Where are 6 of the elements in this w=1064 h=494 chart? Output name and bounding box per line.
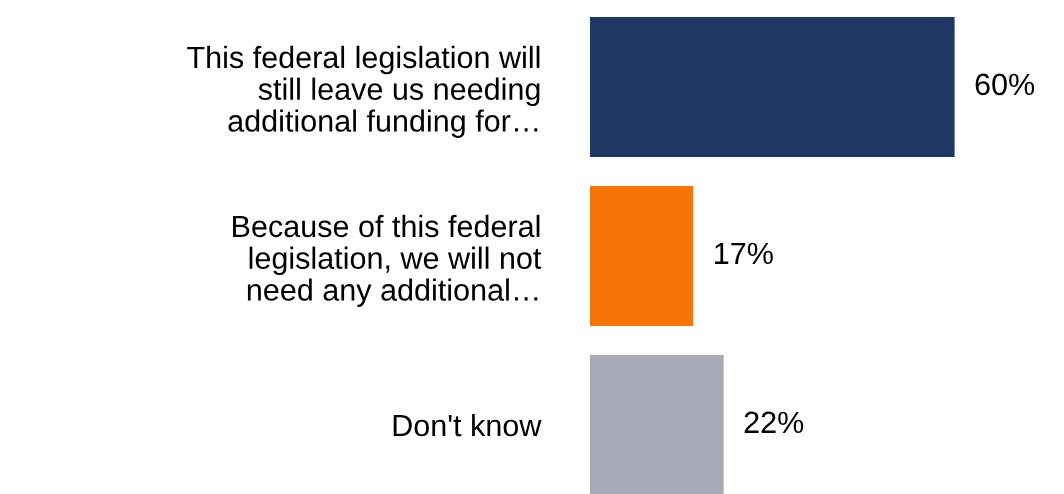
- y-tick-label: Because of this federal legislation, we will not need any additional…: [233, 214, 542, 307]
- y-tick-label: This federal legislation will still leave us needing additional funding for…: [187, 45, 540, 138]
- y-tick-label: Don't know: [393, 413, 542, 437]
- data-label: 17%: [715, 242, 773, 265]
- data-label: 22%: [744, 411, 804, 434]
- data-label: 60%: [975, 73, 1035, 96]
